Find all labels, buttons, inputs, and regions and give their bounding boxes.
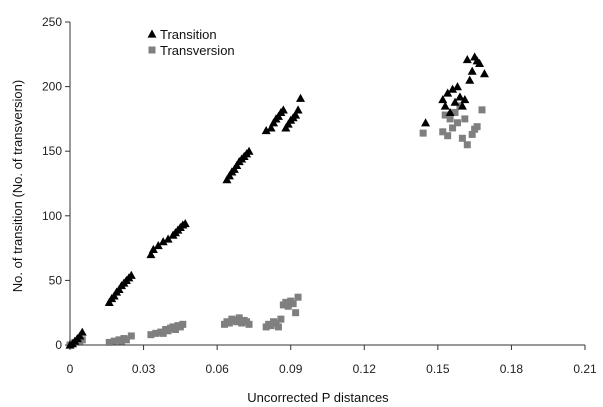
transition-point bbox=[462, 54, 472, 64]
transversion-point bbox=[233, 318, 241, 326]
transversion-point bbox=[419, 129, 427, 137]
transition-point bbox=[291, 110, 301, 119]
transversion-point bbox=[463, 141, 471, 149]
y-tick-label: 100 bbox=[42, 209, 62, 223]
transversion-point bbox=[277, 315, 285, 323]
transversion-point bbox=[441, 111, 449, 119]
transition-point bbox=[148, 244, 158, 253]
transversion-point bbox=[245, 320, 253, 328]
transition-point bbox=[126, 270, 136, 279]
transition-point bbox=[180, 219, 190, 228]
transversion-point bbox=[122, 336, 130, 344]
transversion-point bbox=[451, 108, 459, 116]
transversion-point bbox=[225, 319, 233, 327]
y-tick-label: 200 bbox=[42, 80, 62, 94]
x-tick-label: 0.21 bbox=[573, 362, 597, 376]
transition-point bbox=[293, 105, 303, 114]
transition-point bbox=[296, 93, 306, 102]
transversion-point bbox=[171, 325, 179, 333]
transversion-point bbox=[105, 338, 113, 346]
transition-point bbox=[153, 241, 163, 250]
x-axis-title: Uncorrected P distances bbox=[247, 390, 389, 405]
transversion-point bbox=[272, 319, 280, 327]
transition-point bbox=[452, 82, 462, 91]
y-tick-label: 50 bbox=[49, 273, 63, 287]
transition-point bbox=[445, 107, 455, 117]
transition-point bbox=[421, 118, 431, 127]
transversion-point bbox=[282, 298, 290, 306]
transition-point bbox=[450, 97, 460, 106]
transversion-point bbox=[292, 309, 300, 317]
transition-point bbox=[465, 75, 475, 84]
legend-label-transition: Transition bbox=[160, 27, 217, 42]
transition-point bbox=[448, 84, 458, 93]
transition-point bbox=[261, 126, 271, 135]
transversion-point bbox=[478, 106, 486, 114]
transversion-point bbox=[444, 132, 452, 140]
transversion-point bbox=[289, 300, 297, 308]
transition-point bbox=[158, 237, 168, 246]
y-tick-label: 250 bbox=[42, 15, 62, 29]
transversion-point bbox=[267, 322, 275, 330]
x-tick-label: 0 bbox=[67, 362, 74, 376]
transversion-point bbox=[78, 336, 86, 344]
y-axis-title: No. of transition (No. of transversion) bbox=[10, 80, 25, 292]
x-tick-label: 0.09 bbox=[279, 362, 303, 376]
transversion-point bbox=[235, 314, 243, 322]
x-tick-label: 0.15 bbox=[426, 362, 450, 376]
legend-transition-marker bbox=[147, 29, 157, 38]
transition-point bbox=[266, 123, 276, 132]
transversion-point bbox=[147, 331, 155, 339]
transition-point bbox=[475, 58, 485, 67]
legend-transversion-marker bbox=[148, 46, 156, 54]
transition-point bbox=[479, 69, 489, 78]
transition-point bbox=[457, 101, 467, 110]
y-tick-label: 0 bbox=[55, 338, 62, 352]
transition-point bbox=[146, 250, 156, 259]
transversion-point bbox=[274, 323, 282, 331]
transition-point bbox=[440, 101, 450, 110]
transversion-point bbox=[461, 115, 469, 123]
transition-point bbox=[455, 92, 465, 101]
transversion-point bbox=[179, 320, 187, 328]
axes: 0 50 100 150 200 250 0 0.03 0.06 0.09 0.12 0.15 0.18… bbox=[42, 15, 597, 376]
transversion-point bbox=[439, 128, 447, 136]
transversion-point bbox=[284, 302, 292, 310]
transition-point bbox=[244, 146, 254, 155]
transversion-point bbox=[473, 123, 481, 131]
transition-point bbox=[163, 234, 173, 243]
transversion-point bbox=[110, 337, 118, 345]
x-tick-label: 0.03 bbox=[132, 362, 156, 376]
transversion-point bbox=[446, 115, 454, 123]
transversion-point bbox=[449, 124, 457, 132]
transversion-point bbox=[453, 119, 461, 127]
transition-point bbox=[278, 105, 288, 114]
transition-point bbox=[460, 95, 470, 104]
transversion-point bbox=[468, 130, 476, 138]
transition-point bbox=[443, 88, 453, 97]
transversion-point bbox=[294, 293, 302, 301]
transversion-point bbox=[127, 332, 135, 340]
transition-point bbox=[438, 95, 448, 104]
transversion-point bbox=[159, 329, 167, 337]
x-tick-label: 0.12 bbox=[353, 362, 377, 376]
x-tick-label: 0.18 bbox=[500, 362, 524, 376]
transition-point bbox=[467, 66, 477, 75]
y-tick-label: 150 bbox=[42, 144, 62, 158]
transition-point bbox=[77, 327, 87, 336]
transversion-point bbox=[458, 134, 466, 142]
x-tick-label: 0.06 bbox=[205, 362, 229, 376]
transversion-point bbox=[152, 329, 160, 337]
legend-label-transversion: Transversion bbox=[160, 43, 235, 58]
plot-area bbox=[65, 52, 489, 349]
